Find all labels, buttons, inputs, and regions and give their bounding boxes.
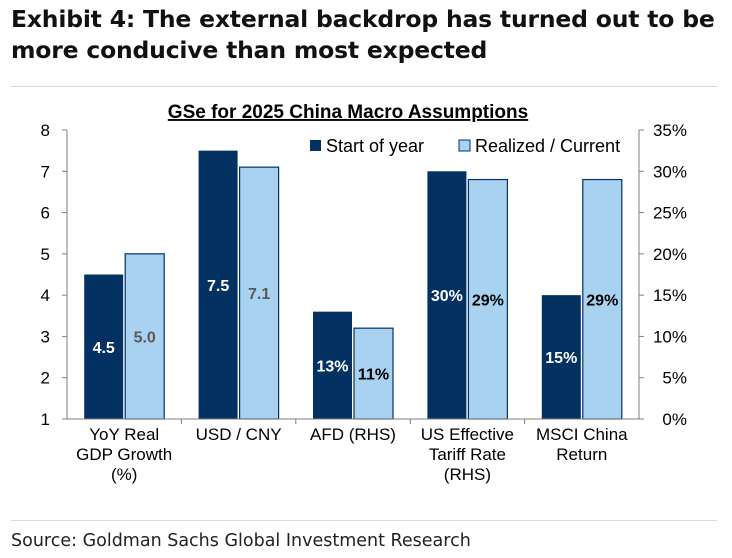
bar-start-of-year-yoy-real-gdp-growth [84, 274, 124, 419]
legend-label: Realized / Current [475, 136, 620, 156]
data-label: 4.5 [93, 340, 115, 357]
data-label: 29% [472, 292, 504, 309]
exhibit-title-line-2: more conducive than most expected [11, 36, 488, 64]
legend-label: Start of year [326, 136, 424, 156]
left-tick-label: 4 [41, 286, 50, 305]
x-category-label: Return [556, 445, 607, 464]
x-category-label: (%) [111, 465, 137, 484]
left-tick-label: 7 [41, 162, 50, 181]
data-label: 11% [358, 367, 389, 384]
data-label: 13% [316, 358, 348, 375]
bar-realized-current-usd-cny [239, 166, 280, 420]
chart-title: GSe for 2025 China Macro Assumptions [168, 102, 528, 123]
right-tick-label: 15% [653, 286, 687, 305]
x-category-label: GDP Growth [76, 445, 172, 464]
right-tick-label: 20% [653, 245, 687, 264]
left-tick-label: 6 [41, 204, 50, 223]
data-label: 7.5 [207, 278, 229, 295]
bottom-divider [11, 520, 717, 521]
bar-realized-current-yoy-real-gdp-growth [124, 253, 165, 420]
x-category-label: Tariff Rate [429, 445, 506, 464]
right-tick-label: 10% [653, 327, 687, 346]
data-label: 29% [586, 292, 618, 309]
left-tick-label: 8 [41, 121, 50, 140]
data-label: 30% [431, 288, 463, 305]
right-tick-label: 30% [653, 162, 687, 181]
source-note: Source: Goldman Sachs Global Investment … [11, 531, 471, 551]
legend-item-start-of-year: Start of year [310, 136, 424, 156]
left-tick-label: 1 [41, 410, 50, 429]
left-tick-label: 5 [41, 245, 50, 264]
exhibit-title: Exhibit 4: The external backdrop has tur… [11, 4, 721, 66]
data-label: 7.1 [248, 286, 270, 303]
x-category-label: AFD (RHS) [310, 425, 396, 444]
data-label: 5.0 [134, 329, 156, 346]
top-divider [11, 86, 717, 87]
data-label: 15% [545, 350, 577, 367]
right-tick-label: 0% [662, 410, 687, 429]
left-tick-label: 2 [41, 369, 50, 388]
bar-start-of-year-us-effective-tariff-rate-rhs [427, 171, 467, 419]
legend-swatch [458, 139, 471, 152]
left-tick-label: 3 [41, 327, 50, 346]
bar-chart: GSe for 2025 China Macro Assumptions 1 2 3… [41, 102, 687, 484]
x-category-label: YoY Real [89, 425, 159, 444]
exhibit-title-line-1: Exhibit 4: The external backdrop has tur… [11, 5, 715, 33]
bar-realized-current-us-effective-tariff-rate-rhs [467, 178, 508, 420]
right-tick-label: 5% [662, 369, 687, 388]
x-category-label: (RHS) [444, 465, 491, 484]
right-tick-label: 35% [653, 121, 687, 140]
x-category-label: MSCI China [536, 425, 628, 444]
legend-item-realized-current: Realized / Current [458, 136, 620, 156]
x-category-label: US Effective [421, 425, 514, 444]
legend-swatch [310, 140, 321, 151]
bar-start-of-year-usd-cny [198, 150, 238, 419]
x-category-label: USD / CNY [196, 425, 282, 444]
bar-start-of-year-msci-china-return [541, 295, 581, 419]
bar-start-of-year-afd-rhs [313, 311, 352, 419]
right-tick-label: 25% [653, 204, 687, 223]
